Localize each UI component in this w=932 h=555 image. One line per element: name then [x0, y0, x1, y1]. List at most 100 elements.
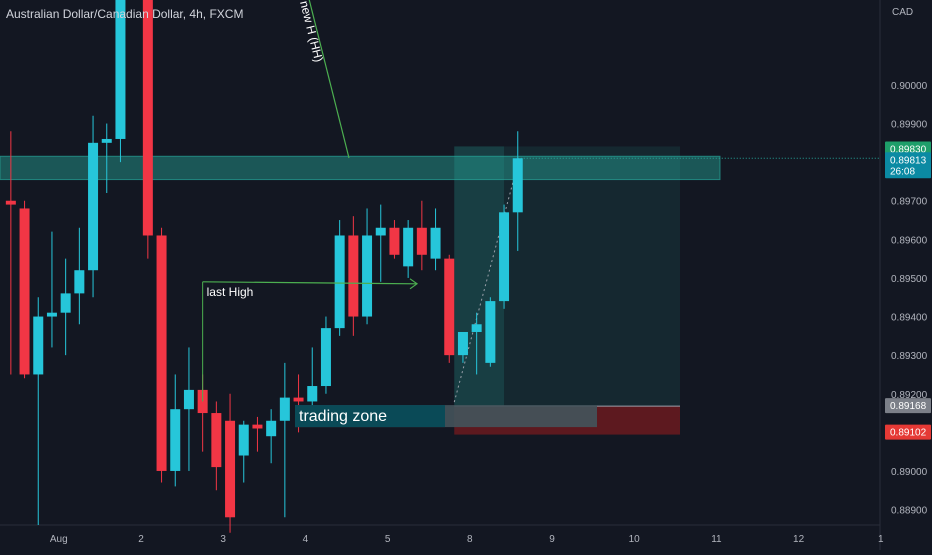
- current-price-badge-text: 26:08: [890, 166, 915, 177]
- candle[interactable]: [499, 204, 510, 309]
- price-tick-label: 0.89600: [891, 235, 928, 246]
- candle[interactable]: [33, 297, 44, 525]
- price-tick-label: 0.88900: [891, 506, 928, 517]
- candle-body[interactable]: [403, 227, 414, 267]
- candle-body[interactable]: [5, 200, 16, 205]
- candle-body[interactable]: [101, 138, 112, 143]
- candle-body[interactable]: [211, 413, 222, 468]
- candle[interactable]: [46, 231, 57, 348]
- candle[interactable]: [362, 208, 373, 325]
- candle-body[interactable]: [485, 301, 496, 363]
- candle-body[interactable]: [416, 227, 427, 255]
- candle[interactable]: [485, 297, 496, 367]
- candle[interactable]: [403, 220, 414, 278]
- candle[interactable]: [471, 312, 482, 375]
- resistance-zone: [0, 155, 721, 181]
- arrow-head-icon: [409, 278, 419, 290]
- candle-body[interactable]: [19, 208, 30, 375]
- candle-body[interactable]: [88, 142, 99, 271]
- candle[interactable]: [320, 316, 331, 394]
- time-tick-label: Aug: [50, 534, 68, 545]
- candle[interactable]: [5, 131, 16, 375]
- candle-body[interactable]: [334, 235, 345, 329]
- candle[interactable]: [389, 220, 400, 259]
- price-axis[interactable]: CAD0.900000.899000.898000.897000.896000.…: [891, 7, 928, 517]
- candle-body[interactable]: [348, 235, 359, 317]
- candle-body[interactable]: [457, 331, 468, 356]
- candle[interactable]: [416, 200, 427, 271]
- candle-body[interactable]: [156, 235, 167, 471]
- last-high-label[interactable]: last High: [207, 285, 254, 299]
- candle[interactable]: [334, 220, 345, 336]
- candle[interactable]: [19, 200, 30, 379]
- trading-zone-bg-left: [295, 405, 445, 428]
- price-tick-label: 0.90000: [891, 81, 928, 92]
- candle-body[interactable]: [444, 258, 455, 356]
- candle-body[interactable]: [389, 227, 400, 255]
- last-high-arrow-line[interactable]: [202, 281, 417, 285]
- candle-body[interactable]: [293, 397, 304, 402]
- new-high-label[interactable]: new H (HH): [297, 0, 326, 64]
- time-tick-label: 2: [138, 534, 144, 545]
- candle[interactable]: [238, 420, 249, 483]
- candle[interactable]: [266, 409, 277, 464]
- candle-body[interactable]: [170, 409, 181, 471]
- candle-layer[interactable]: [5, 0, 523, 533]
- time-axis[interactable]: Aug 2 3 4 5 8 9 10 11 12 1: [50, 534, 884, 545]
- candle[interactable]: [375, 204, 386, 282]
- candle-body[interactable]: [307, 386, 318, 402]
- candle-body[interactable]: [512, 158, 523, 213]
- candle[interactable]: [307, 347, 318, 410]
- candle[interactable]: [252, 416, 263, 452]
- time-tick-label: 4: [303, 534, 309, 545]
- candle-body[interactable]: [430, 227, 441, 259]
- candle[interactable]: [60, 258, 71, 356]
- candle-body[interactable]: [320, 328, 331, 387]
- candle[interactable]: [88, 115, 99, 298]
- candle[interactable]: [183, 347, 194, 471]
- candle[interactable]: [142, 0, 153, 259]
- candle-body[interactable]: [499, 212, 510, 302]
- candle-body[interactable]: [375, 227, 386, 236]
- candle[interactable]: [457, 331, 468, 363]
- candle-body[interactable]: [266, 420, 277, 437]
- stop-price-badge-text: 0.89102: [890, 428, 927, 439]
- candle-body[interactable]: [279, 397, 290, 421]
- stop-price-badge: 0.89102: [885, 424, 931, 440]
- candle-body[interactable]: [183, 389, 194, 410]
- new-high-line[interactable]: [308, 0, 350, 159]
- candle-body[interactable]: [362, 235, 373, 317]
- candle[interactable]: [115, 0, 126, 163]
- candle-body[interactable]: [471, 324, 482, 332]
- price-tick-label: 0.89400: [891, 313, 928, 324]
- time-tick-label: 8: [467, 534, 473, 545]
- candle[interactable]: [348, 216, 359, 336]
- candle[interactable]: [444, 254, 455, 363]
- candle[interactable]: [74, 227, 85, 325]
- candle[interactable]: [211, 401, 222, 491]
- candle[interactable]: [156, 227, 167, 483]
- chart-title: Australian Dollar/Canadian Dollar, 4h, F…: [6, 7, 244, 21]
- time-tick-label: 5: [385, 534, 391, 545]
- time-tick-label: 9: [549, 534, 555, 545]
- candle[interactable]: [512, 131, 523, 251]
- candle[interactable]: [279, 362, 290, 518]
- candle-body[interactable]: [46, 312, 57, 317]
- candle-body[interactable]: [60, 293, 71, 313]
- candle[interactable]: [101, 123, 112, 194]
- candle-body[interactable]: [33, 316, 44, 375]
- trading-zone-box[interactable]: trading zone: [295, 405, 597, 428]
- candle-body[interactable]: [142, 0, 153, 236]
- candle[interactable]: [225, 393, 236, 533]
- candle-body[interactable]: [74, 270, 85, 294]
- time-tick-label: 11: [711, 534, 722, 545]
- last-price-badge-text: 0.89830: [890, 145, 927, 156]
- candle-body[interactable]: [225, 420, 236, 518]
- candle[interactable]: [170, 374, 181, 487]
- candle-body[interactable]: [115, 0, 126, 139]
- candle-body[interactable]: [252, 424, 263, 429]
- candle[interactable]: [430, 208, 441, 271]
- candle-body[interactable]: [238, 424, 249, 456]
